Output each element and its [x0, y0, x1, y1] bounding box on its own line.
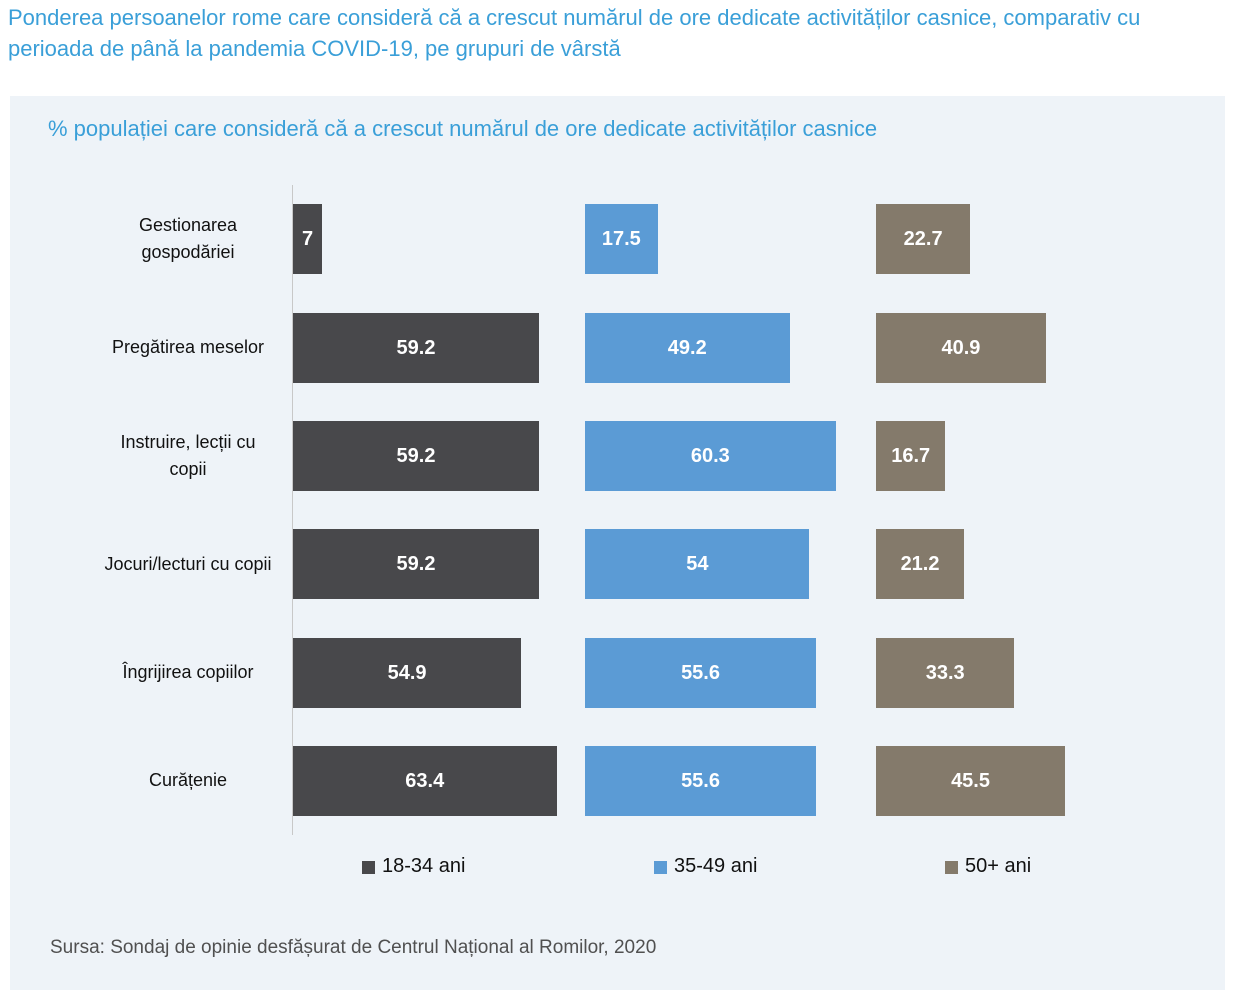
value-label: 63.4: [405, 769, 445, 792]
value-label: 59.2: [396, 336, 436, 359]
value-label: 7: [302, 228, 314, 251]
legend-swatch: [362, 861, 375, 874]
bar: [876, 420, 946, 491]
value-label: 33.3: [925, 661, 965, 684]
bar: [585, 637, 817, 708]
bar: [293, 204, 323, 275]
bar: [876, 529, 965, 600]
bar: [585, 745, 817, 816]
category-label: Pregătirea meselor: [111, 337, 265, 357]
bar: [876, 312, 1047, 383]
bar: [876, 637, 1015, 708]
legend-swatch: [654, 861, 667, 874]
bar: [293, 420, 540, 491]
bar: [293, 745, 557, 816]
legend-label: 50+ ani: [965, 855, 1032, 877]
chart-subtitle: % populației care consideră că a crescut…: [48, 116, 878, 141]
source-note: Sursa: Sondaj de opinie desfășurat de Ce…: [50, 937, 657, 958]
legend-swatch: [945, 861, 958, 874]
bar: [293, 312, 540, 383]
value-label: 22.7: [903, 228, 943, 251]
bar: [876, 204, 971, 275]
value-label: 54: [686, 553, 709, 576]
category-label: Curățenie: [148, 770, 228, 791]
legend-label: 35-49 ani: [674, 855, 758, 877]
value-label: 16.7: [891, 444, 931, 467]
chart-title: Ponderea persoanelor rome care consideră…: [8, 5, 1141, 61]
value-label: 59.2: [396, 444, 436, 467]
bar: [293, 637, 522, 708]
bar: [585, 204, 658, 275]
value-label: 40.9: [941, 336, 981, 359]
value-label: 55.6: [681, 661, 720, 684]
value-label: 59.2: [396, 553, 436, 576]
value-label: 17.5: [601, 228, 641, 251]
value-label: 49.2: [667, 336, 707, 359]
value-label: 60.3: [690, 444, 730, 467]
value-label: 45.5: [951, 769, 990, 792]
axis-line: [292, 185, 293, 835]
category-label: Jocuri/lecturi cu copii: [104, 553, 272, 574]
bar: [585, 312, 790, 383]
category-label: Îngrijirea copiilor: [122, 662, 254, 682]
bar: [585, 420, 836, 491]
category-label: Instruire, lecții cu copii: [120, 431, 256, 479]
bar: [876, 745, 1066, 816]
category-label: Gestionarea gospodăriei: [138, 215, 238, 263]
legend-label: 18-34 ani: [382, 855, 466, 877]
bar: [585, 529, 810, 600]
bar: [293, 529, 540, 600]
value-label: 54.9: [387, 661, 427, 684]
value-label: 21.2: [900, 553, 940, 576]
value-label: 55.6: [681, 769, 720, 792]
